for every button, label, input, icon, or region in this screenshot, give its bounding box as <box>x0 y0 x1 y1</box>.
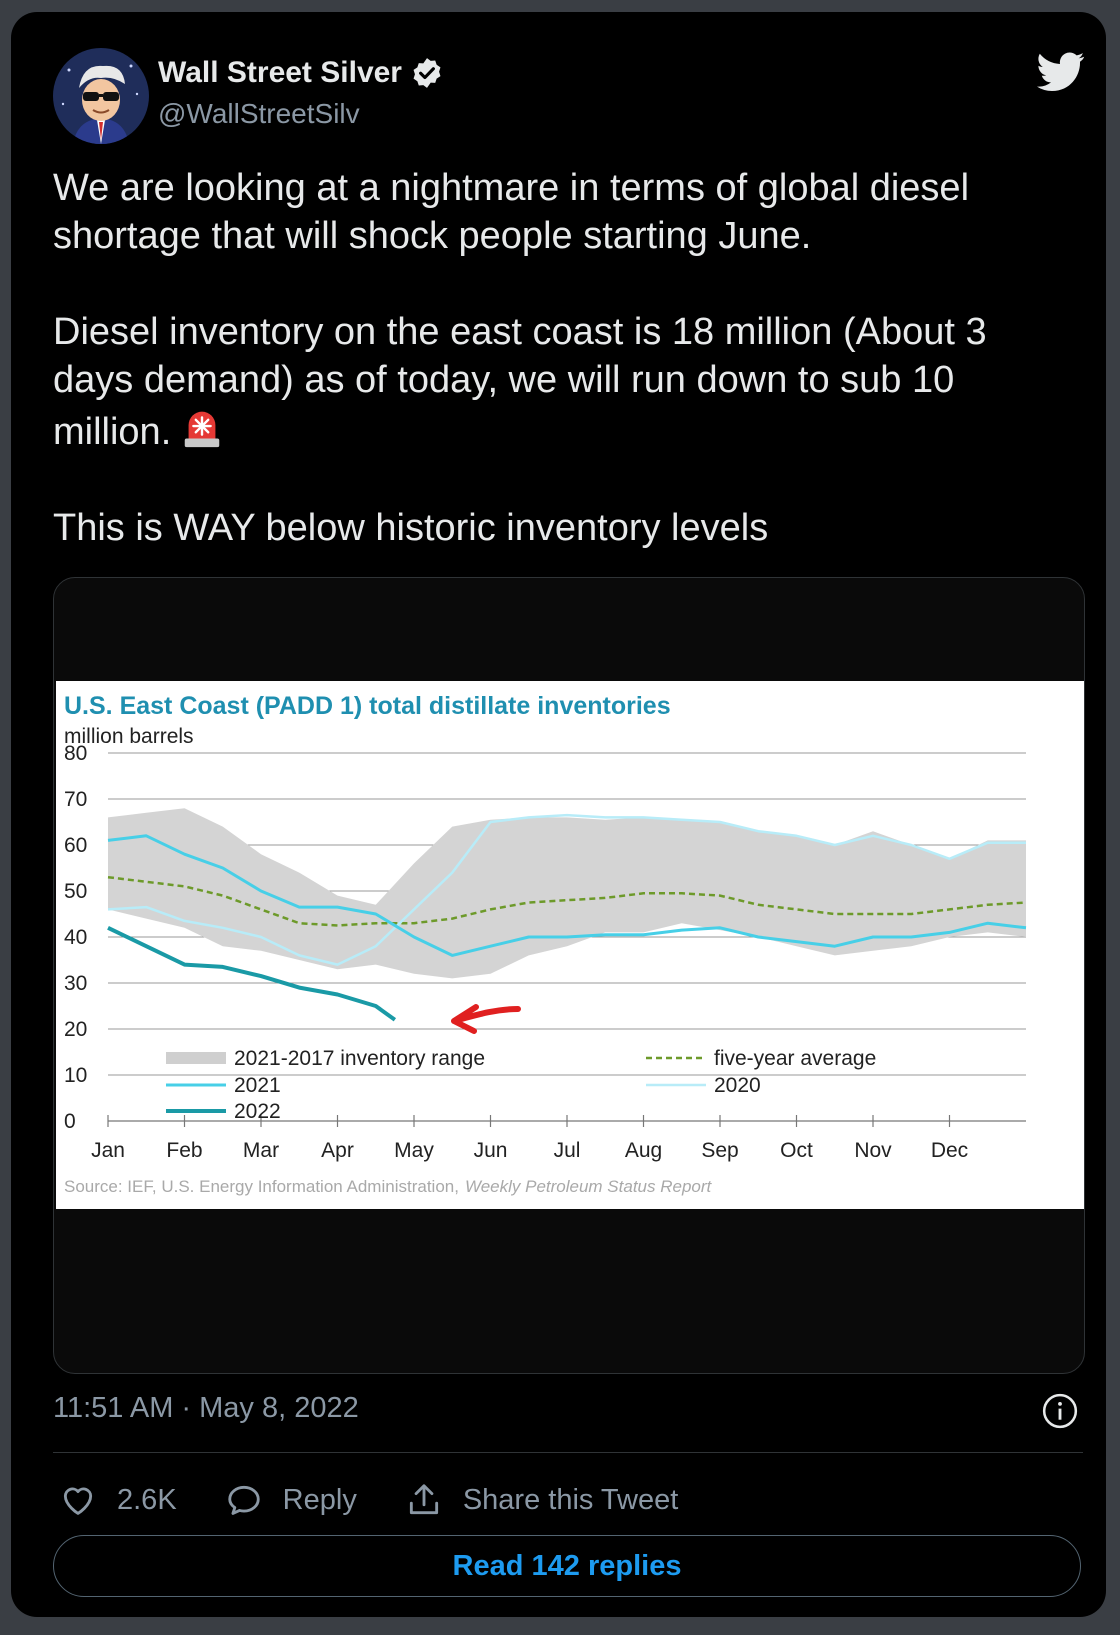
chart-ylabel: million barrels <box>64 725 194 748</box>
legend-range-label: 2021-2017 inventory range <box>234 1047 485 1070</box>
chart-title: U.S. East Coast (PADD 1) total distillat… <box>64 692 671 720</box>
tweet-media[interactable]: U.S. East Coast (PADD 1) total distillat… <box>53 577 1085 1374</box>
tweet-timestamp[interactable]: 11:51 AM · May 8, 2022 <box>53 1392 359 1424</box>
reply-button[interactable]: Reply <box>225 1481 357 1519</box>
tweet-paragraph-2-text: Diesel inventory on the east coast is 18… <box>53 311 987 453</box>
series-line-avg <box>107 875 1027 927</box>
x-tick-label-aug: Aug <box>625 1139 662 1162</box>
distillate-inventory-chart: U.S. East Coast (PADD 1) total distillat… <box>64 692 1027 1196</box>
series-line-s2022 <box>107 925 397 1022</box>
legend-2022-label: 2022 <box>234 1100 281 1123</box>
display-name-text: Wall Street Silver <box>158 56 402 89</box>
x-tick-label-jun: Jun <box>474 1139 508 1162</box>
avatar[interactable] <box>53 48 149 144</box>
legend-avg-label: five-year average <box>714 1047 876 1070</box>
chart-source-italic: Weekly Petroleum Status Report <box>465 1177 713 1196</box>
reply-icon <box>227 1485 260 1515</box>
red-arrow-annotation <box>451 1004 521 1034</box>
share-button[interactable]: Share this Tweet <box>405 1481 678 1519</box>
chart-plot-area <box>107 808 1027 1022</box>
chart-x-axis: Jan Feb Mar Apr May Jun Jul Aug Sep Oct Nov Dec <box>91 1115 1026 1162</box>
inventory-range-band <box>108 808 1026 979</box>
read-replies-button[interactable]: Read 142 replies <box>53 1535 1081 1597</box>
x-tick-label-oct: Oct <box>780 1139 813 1162</box>
x-tick-label-jul: Jul <box>554 1139 581 1162</box>
chart-y-ticks: 0 10 20 30 40 50 60 70 80 <box>64 742 87 1133</box>
x-tick-label-sep: Sep <box>701 1139 738 1162</box>
y-tick-label: 70 <box>64 788 87 811</box>
series-line-s2021 <box>107 834 1027 957</box>
tweet-card: Wall Street Silver @WallStreetSilv We ar… <box>11 12 1106 1617</box>
x-tick-label-dec: Dec <box>931 1139 968 1162</box>
x-tick-label-feb: Feb <box>166 1139 202 1162</box>
legend-2021-label: 2021 <box>234 1074 281 1097</box>
y-tick-label: 30 <box>64 972 87 995</box>
heart-icon <box>63 1487 93 1515</box>
user-handle[interactable]: @WallStreetSilv <box>158 98 360 129</box>
twitter-bird-icon[interactable] <box>1037 52 1085 92</box>
tweet-paragraph-3: This is WAY below historic inventory lev… <box>53 507 769 549</box>
legend-range-swatch <box>166 1052 226 1064</box>
x-tick-label-may: May <box>394 1139 434 1162</box>
chart-image: U.S. East Coast (PADD 1) total distillat… <box>56 681 1084 1209</box>
x-tick-label-mar: Mar <box>243 1139 279 1162</box>
y-tick-label: 10 <box>64 1064 87 1087</box>
x-tick-label-jan: Jan <box>91 1139 125 1162</box>
y-tick-label: 0 <box>64 1110 76 1133</box>
like-count: 2.6K <box>117 1483 177 1516</box>
verified-badge-icon <box>413 58 441 88</box>
info-icon[interactable] <box>1041 1392 1079 1430</box>
chart-source-text: Source: IEF, U.S. Energy Information Adm… <box>64 1177 459 1196</box>
series-line-s2020 <box>107 813 1026 966</box>
y-tick-label: 20 <box>64 1018 87 1041</box>
y-tick-label: 80 <box>64 742 87 765</box>
tweet-text: We are looking at a nightmare in terms o… <box>53 164 1073 600</box>
chart-legend: 2021-2017 inventory range 2021 2022 five… <box>166 1047 876 1123</box>
tweet-paragraph-2: Diesel inventory on the east coast is 18… <box>53 308 1073 456</box>
chart-source: Source: IEF, U.S. Energy Information Adm… <box>64 1177 713 1196</box>
x-tick-label-nov: Nov <box>854 1139 892 1162</box>
tweet-actions: 2.6K Reply Share this Tweet <box>59 1472 726 1528</box>
y-tick-label: 60 <box>64 834 87 857</box>
reply-label: Reply <box>282 1483 357 1516</box>
share-icon <box>409 1484 438 1515</box>
like-button[interactable]: 2.6K <box>59 1481 177 1519</box>
siren-icon <box>185 411 220 448</box>
legend-2020-label: 2020 <box>714 1074 761 1097</box>
x-tick-label-apr: Apr <box>321 1139 354 1162</box>
display-name[interactable]: Wall Street Silver <box>158 56 444 90</box>
y-tick-label: 40 <box>64 926 87 949</box>
y-tick-label: 50 <box>64 880 87 903</box>
share-label: Share this Tweet <box>462 1483 679 1516</box>
tweet-paragraph-1: We are looking at a nightmare in terms o… <box>53 167 970 257</box>
divider <box>53 1452 1083 1453</box>
